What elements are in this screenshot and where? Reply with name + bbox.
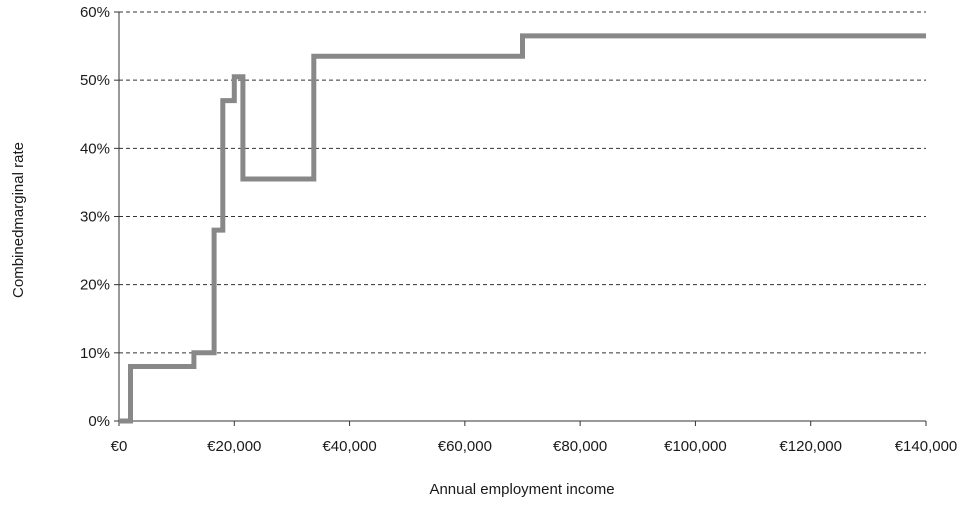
- x-tick-label: €80,000: [553, 438, 607, 455]
- gridlines: [119, 11, 926, 354]
- y-tick-label: 60%: [80, 4, 110, 21]
- x-tick-label: €40,000: [322, 438, 376, 455]
- x-tick-label: €140,000: [895, 438, 958, 455]
- y-tick-label: 10%: [80, 345, 110, 362]
- y-tick-label: 0%: [88, 413, 110, 430]
- y-tick-label: 20%: [80, 277, 110, 294]
- x-tick-label: €100,000: [664, 438, 727, 455]
- x-axis-title: Annual employment income: [429, 481, 614, 498]
- x-tick-label: €120,000: [779, 438, 842, 455]
- x-tick-label: €0: [111, 438, 128, 455]
- y-axis-title: Combinedmarginal rate: [10, 142, 27, 298]
- series-layer: [119, 33, 926, 424]
- x-tick-label: €60,000: [438, 438, 492, 455]
- x-tick-label: €20,000: [207, 438, 261, 455]
- axes: [114, 11, 927, 426]
- series-line: [119, 33, 926, 424]
- tick-labels: 0% 10% 20% 30% 40% 50% 60% €0 €20,000 €40,000 €60,…: [80, 4, 957, 455]
- y-tick-label: 50%: [80, 72, 110, 89]
- y-tick-label: 30%: [80, 209, 110, 226]
- y-tick-label: 40%: [80, 140, 110, 157]
